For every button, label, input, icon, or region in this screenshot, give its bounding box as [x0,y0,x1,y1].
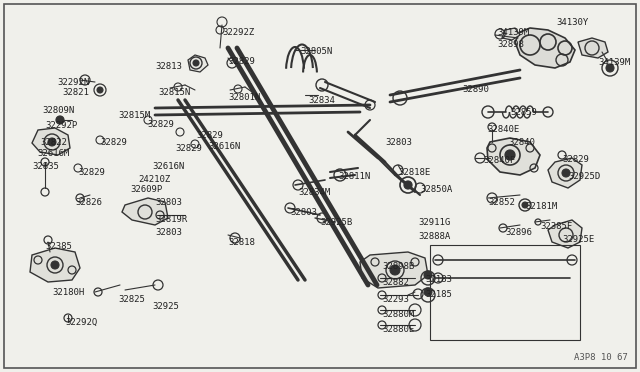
Text: 34139M: 34139M [598,58,630,67]
Text: 32888A: 32888A [418,232,451,241]
Text: 32925E: 32925E [562,235,595,244]
Circle shape [48,138,56,146]
Text: 34139M: 34139M [497,28,529,37]
Text: 32840: 32840 [508,138,535,147]
Text: 32835: 32835 [32,162,59,171]
Circle shape [193,60,199,66]
Text: 32815N: 32815N [158,88,190,97]
Polygon shape [515,28,575,68]
Polygon shape [502,28,520,40]
Text: 32292P: 32292P [45,121,77,130]
Text: 32616M: 32616M [37,149,69,158]
Text: 32385F: 32385F [540,222,572,231]
Polygon shape [487,138,540,175]
Text: 32829: 32829 [175,144,202,153]
Text: 32813: 32813 [155,62,182,71]
Text: 32882: 32882 [382,278,409,287]
Text: 32818: 32818 [228,238,255,247]
Text: 32803: 32803 [155,198,182,207]
Circle shape [390,265,400,275]
Text: 32829: 32829 [228,57,255,66]
Text: 32181M: 32181M [525,202,557,211]
Text: 32293: 32293 [382,295,409,304]
Text: 32852: 32852 [488,198,515,207]
Text: 32880E: 32880E [382,325,414,334]
Text: 32880M: 32880M [382,310,414,319]
Text: 32803: 32803 [385,138,412,147]
Text: 32829: 32829 [147,120,174,129]
Text: 32911G: 32911G [418,218,451,227]
Circle shape [424,271,432,279]
Text: 32850A: 32850A [420,185,452,194]
Circle shape [51,261,59,269]
Text: 32185: 32185 [425,290,452,299]
Polygon shape [578,38,608,58]
Text: 32809N: 32809N [42,106,74,115]
Circle shape [522,202,528,208]
Text: 32898: 32898 [497,40,524,49]
Text: 32829: 32829 [196,131,223,140]
Polygon shape [122,198,168,225]
Text: 32896: 32896 [505,228,532,237]
Text: A3P8 10 67: A3P8 10 67 [574,353,628,362]
Circle shape [606,64,614,72]
Polygon shape [548,158,582,188]
Text: 32829: 32829 [562,155,589,164]
Text: 32829: 32829 [78,168,105,177]
Text: 34130Y: 34130Y [556,18,588,27]
Polygon shape [360,252,428,288]
Text: 32803: 32803 [155,228,182,237]
Text: 32834M: 32834M [298,188,330,197]
Text: 32829: 32829 [100,138,127,147]
Text: 32925D: 32925D [568,172,600,181]
Bar [430,245,580,340]
Polygon shape [32,128,70,155]
Text: 32292N: 32292N [57,78,89,87]
Text: 32609P: 32609P [130,185,163,194]
Text: 32819R: 32819R [155,215,188,224]
Text: 32803: 32803 [290,208,317,217]
Text: 32821: 32821 [62,88,89,97]
Text: 32840F: 32840F [483,156,515,165]
Text: 32840E: 32840E [487,125,519,134]
Text: 32925B: 32925B [320,218,352,227]
Text: 32183: 32183 [425,275,452,284]
Circle shape [56,116,64,124]
Text: 32825: 32825 [118,295,145,304]
Text: 32826: 32826 [75,198,102,207]
Text: 32180H: 32180H [52,288,84,297]
Text: 32292Q: 32292Q [65,318,97,327]
Text: 24210Z: 24210Z [138,175,170,184]
Text: 32292Z: 32292Z [222,28,254,37]
Text: 32925: 32925 [152,302,179,311]
Text: 32834: 32834 [308,96,335,105]
Circle shape [404,181,412,189]
Circle shape [562,169,570,177]
Text: 32859: 32859 [510,108,537,117]
Text: 32890: 32890 [462,85,489,94]
Text: 32805N: 32805N [300,47,332,56]
Text: 32616N: 32616N [152,162,184,171]
Text: 32811N: 32811N [338,172,371,181]
Text: 32898B: 32898B [382,262,414,271]
Text: 32801N: 32801N [228,93,260,102]
Polygon shape [30,248,80,282]
Text: 32818E: 32818E [398,168,430,177]
Text: 32822: 32822 [40,138,67,147]
Text: 32616N: 32616N [208,142,240,151]
Text: 32385: 32385 [45,242,72,251]
Polygon shape [548,220,582,248]
Circle shape [97,87,103,93]
Circle shape [505,150,515,160]
Text: 32815M: 32815M [118,111,150,120]
Circle shape [424,288,432,296]
Polygon shape [188,55,208,72]
